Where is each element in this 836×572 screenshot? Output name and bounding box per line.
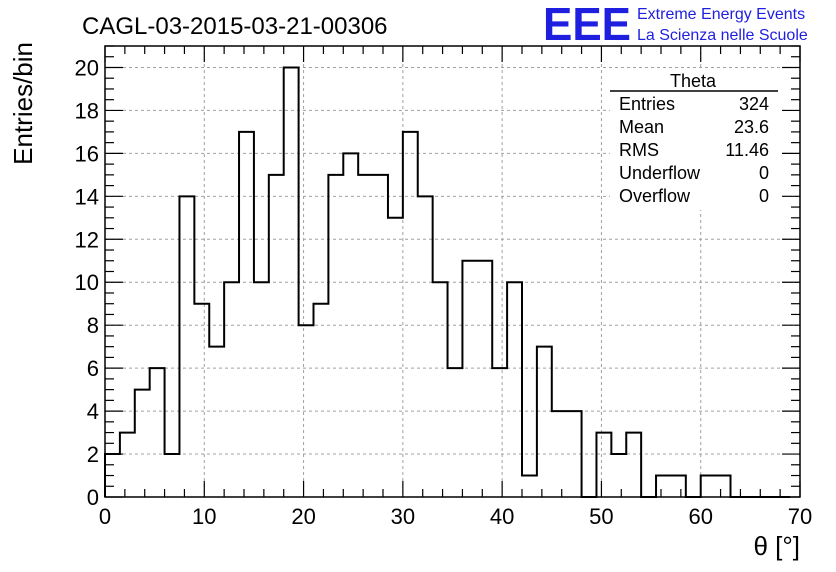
stats-label: Mean — [619, 117, 664, 137]
logo-line-2: La Scienza nelle Scuole — [637, 27, 808, 44]
y-tick-label: 12 — [75, 227, 99, 252]
x-tick-label: 10 — [192, 504, 216, 529]
y-tick-label: 0 — [87, 485, 99, 510]
x-tick-label: 70 — [788, 504, 812, 529]
y-tick-labels: 0 2 4 6 8 10 12 14 16 18 20 — [75, 55, 99, 510]
logo-line-1: Extreme Energy Events — [637, 6, 805, 23]
stats-box: Theta Entries 324 Mean 23.6 RMS 11.46 Underflo… — [610, 68, 780, 210]
y-axis-label: Entries/bin — [8, 42, 38, 165]
y-tick-label: 2 — [87, 442, 99, 467]
y-tick-label: 10 — [75, 270, 99, 295]
eee-logo-mark: EEE — [543, 0, 631, 50]
stats-value: 0 — [759, 186, 769, 206]
x-tick-label: 40 — [490, 504, 514, 529]
grid-lines — [105, 46, 800, 497]
x-tick-label: 30 — [391, 504, 415, 529]
eee-logo: EEE Extreme Energy Events La Scienza nel… — [543, 0, 808, 50]
x-tick-label: 60 — [688, 504, 712, 529]
chart-title: CAGL-03-2015-03-21-00306 — [82, 13, 388, 40]
stats-value: 11.46 — [725, 140, 769, 160]
x-tick-label: 0 — [99, 504, 111, 529]
stats-label: Underflow — [619, 163, 701, 183]
stats-value: 324 — [739, 94, 769, 114]
x-tick-label: 50 — [589, 504, 613, 529]
y-tick-label: 20 — [75, 55, 99, 80]
x-tick-labels: 0 10 20 30 40 50 60 70 — [99, 504, 812, 529]
y-tick-label: 16 — [75, 141, 99, 166]
stats-value: 0 — [759, 163, 769, 183]
stats-label: RMS — [619, 140, 659, 160]
y-tick-label: 14 — [75, 184, 99, 209]
x-tick-label: 20 — [291, 504, 315, 529]
stats-title: Theta — [670, 71, 717, 91]
y-tick-label: 4 — [87, 399, 99, 424]
y-tick-label: 8 — [87, 313, 99, 338]
x-axis-label: θ [°] — [753, 531, 800, 561]
axis-ticks — [104, 45, 801, 498]
stats-value: 23.6 — [734, 117, 769, 137]
y-tick-label: 18 — [75, 98, 99, 123]
stats-label: Entries — [619, 94, 675, 114]
stats-rows: Entries 324 Mean 23.6 RMS 11.46 Underflow 0 Over… — [619, 94, 769, 206]
y-tick-label: 6 — [87, 356, 99, 381]
stats-label: Overflow — [619, 186, 691, 206]
